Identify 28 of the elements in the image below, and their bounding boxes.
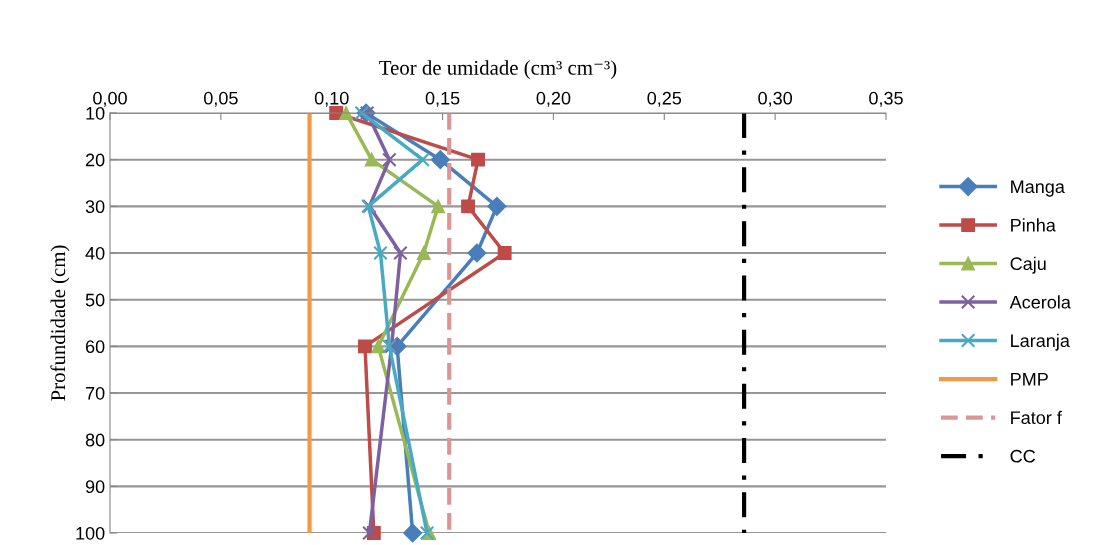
legend-label: Pinha: [1011, 218, 1056, 232]
legend-label: Fator f: [1011, 410, 1062, 425]
legend-label: Acerola: [1009, 295, 1071, 309]
x-tick-label: 0,05: [203, 91, 238, 107]
legend-label: CC: [1010, 449, 1036, 463]
x-tick-label: 0,00: [93, 91, 127, 107]
y-axis-title: Profundidade (cm): [50, 245, 70, 401]
y-tick-label: 50: [85, 293, 105, 307]
y-tick-label: 60: [85, 340, 105, 354]
x-tick-label: 0,30: [758, 91, 793, 107]
x-axis-title: Teor de umidade (cm³ cm⁻³): [379, 60, 617, 80]
y-tick-label: 30: [85, 200, 105, 214]
x-tick-label: 0,20: [536, 91, 571, 107]
legend-label: Manga: [1011, 180, 1065, 197]
y-tick-label: 80: [85, 433, 105, 447]
x-tick-label: 0,10: [314, 91, 349, 107]
y-tick-label: 10: [86, 106, 105, 120]
legend-label: Laranja: [1011, 333, 1070, 351]
y-tick-label: 70: [85, 386, 105, 400]
x-tick-label: 0,25: [647, 91, 682, 107]
y-tick-label: 40: [85, 246, 105, 260]
x-tick-label: 0,15: [425, 91, 460, 107]
y-tick-label: 100: [76, 526, 105, 540]
x-tick-label: 0,35: [869, 91, 903, 107]
legend-label: Caju: [1010, 256, 1046, 274]
legend-label: PMP: [1011, 372, 1048, 386]
y-tick-label: 90: [85, 480, 105, 494]
y-tick-label: 20: [85, 153, 105, 167]
